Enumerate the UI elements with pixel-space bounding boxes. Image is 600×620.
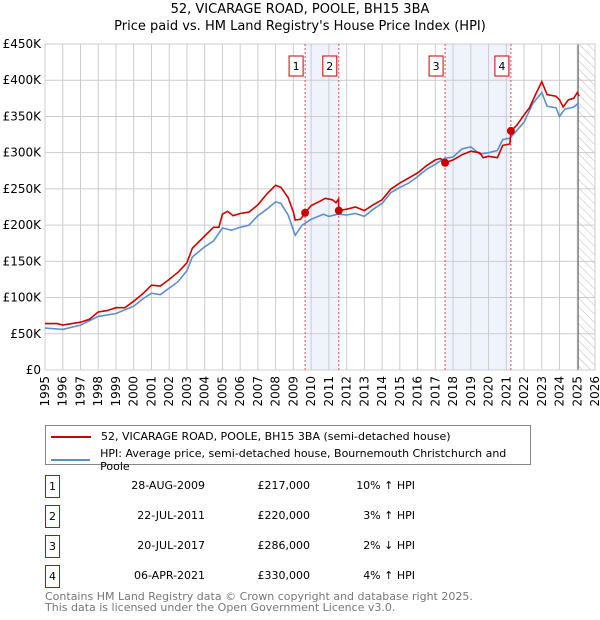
sale-period-shade	[445, 44, 511, 370]
sale-point	[441, 158, 450, 167]
transaction-hpi-diff: 10% ↑ HPI	[356, 479, 415, 492]
chart-title: 52, VICARAGE ROAD, POOLE, BH15 3BA	[170, 2, 430, 17]
x-tick-label: 1995	[38, 376, 52, 407]
transaction-hpi-diff: 3% ↑ HPI	[363, 509, 415, 522]
transaction-date: 28-AUG-2009	[131, 479, 205, 492]
sale-label: 2	[326, 60, 333, 73]
sale-label-box	[494, 55, 510, 77]
x-tick-label: 2026	[588, 376, 600, 407]
x-tick-label: 2014	[375, 376, 389, 407]
sale-point	[506, 126, 515, 135]
legend-item-property: 52, VICARAGE ROAD, POOLE, BH15 3BA (semi…	[51, 430, 451, 443]
legend-item-hpi: HPI: Average price, semi-detached house,…	[51, 447, 530, 473]
y-tick-label: £400K	[3, 73, 43, 87]
transaction-marker: 1	[45, 475, 60, 498]
transaction-hpi-diff: 2% ↓ HPI	[363, 539, 415, 552]
legend: 52, VICARAGE ROAD, POOLE, BH15 3BA (semi…	[45, 425, 531, 473]
legend-label-property: 52, VICARAGE ROAD, POOLE, BH15 3BA (semi…	[101, 430, 451, 443]
x-tick-label: 2018	[446, 376, 460, 407]
transaction-price: £220,000	[257, 509, 311, 522]
x-tick-label: 2023	[535, 376, 549, 407]
transaction-date: 06-APR-2021	[133, 569, 205, 582]
footer-licence: This data is licensed under the Open Gov…	[45, 601, 396, 614]
x-tick-label: 1999	[109, 376, 123, 407]
x-tick-label: 2004	[198, 376, 212, 407]
x-tick-label: 2007	[251, 376, 265, 407]
x-tick-label: 2015	[393, 376, 407, 407]
sale-label-box	[288, 55, 304, 77]
forecast-hatch	[578, 44, 595, 370]
x-tick-label: 2012	[340, 376, 354, 407]
sale-label-box	[428, 55, 444, 77]
transaction-marker: 3	[45, 535, 60, 558]
x-tick-label: 2000	[127, 376, 141, 407]
y-tick-label: £300K	[3, 146, 43, 160]
x-tick-label: 2008	[269, 376, 283, 407]
x-tick-label: 2003	[180, 376, 194, 407]
sale-point	[301, 208, 310, 217]
sale-label: 1	[293, 60, 300, 73]
x-tick-label: 1998	[91, 376, 105, 407]
transaction-price: £286,000	[257, 539, 311, 552]
x-tick-label: 2019	[464, 376, 478, 407]
legend-label-hpi: HPI: Average price, semi-detached house,…	[100, 447, 507, 473]
hpi-line	[44, 90, 580, 331]
transaction-hpi-diff: 4% ↑ HPI	[363, 569, 415, 582]
x-tick-label: 1997	[73, 376, 87, 407]
x-tick-label: 2011	[322, 376, 336, 407]
sale-label-box	[322, 55, 338, 77]
y-tick-label: £350K	[3, 109, 43, 123]
x-tick-label: 2022	[517, 376, 531, 407]
footer-copyright: Contains HM Land Registry data © Crown c…	[45, 590, 473, 603]
x-tick-label: 2013	[357, 376, 371, 407]
sale-point	[334, 206, 343, 215]
chart-subtitle: Price paid vs. HM Land Registry's House …	[114, 19, 486, 34]
y-tick-label: £200K	[3, 218, 43, 232]
y-tick-label: £150K	[3, 254, 43, 268]
transaction-date: 20-JUL-2017	[137, 539, 205, 552]
sale-label: 3	[433, 60, 440, 73]
y-tick-label: £50K	[10, 327, 42, 341]
x-tick-label: 2006	[233, 376, 247, 407]
x-tick-label: 2009	[286, 376, 300, 407]
x-tick-label: 1996	[56, 376, 70, 407]
price-chart: 1995 1996 1997 1998 1999 2000 2001 2002 2003 2004…	[3, 37, 600, 407]
transaction-price: £217,000	[257, 479, 311, 492]
y-tick-label: £0	[26, 363, 41, 377]
x-tick-label: 2001	[144, 376, 158, 407]
x-tick-label: 2016	[411, 376, 425, 407]
x-tick-label: 2005	[215, 376, 229, 407]
y-tick-label: £250K	[3, 182, 43, 196]
x-tick-label: 2025	[570, 376, 584, 407]
x-tick-label: 2020	[482, 376, 496, 407]
x-tick-label: 2010	[304, 376, 318, 407]
x-tick-label: 2021	[499, 376, 513, 407]
blue-line-swatch	[51, 459, 91, 461]
transaction-date: 22-JUL-2011	[137, 509, 205, 522]
plot-frame	[44, 43, 596, 371]
sale-label: 4	[498, 60, 505, 73]
x-tick-label: 2017	[428, 376, 442, 407]
x-tick-label: 2024	[553, 376, 567, 407]
y-tick-label: £100K	[3, 291, 43, 305]
x-tick-label: 2002	[162, 376, 176, 407]
transaction-marker: 4	[45, 565, 60, 588]
transaction-price: £330,000	[257, 569, 311, 582]
y-tick-label: £450K	[3, 37, 43, 51]
transaction-marker: 2	[45, 505, 60, 528]
red-line-swatch	[51, 435, 91, 438]
